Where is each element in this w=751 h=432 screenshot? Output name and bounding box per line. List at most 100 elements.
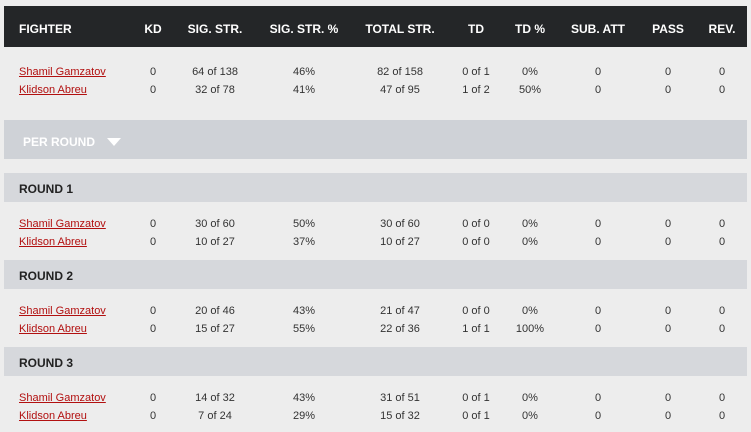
sub-att-value: 0 bbox=[594, 66, 602, 78]
rev-value: 0 bbox=[718, 305, 726, 317]
total-str-value: 82 of 158 bbox=[377, 66, 423, 78]
pass-value: 0 bbox=[664, 323, 672, 335]
pass-value: 0 bbox=[664, 410, 672, 422]
col-header-rev: REV. bbox=[708, 22, 736, 36]
round-header: ROUND 3 bbox=[4, 347, 747, 376]
total-str-value: 30 of 60 bbox=[380, 218, 420, 230]
kd-value: 0 bbox=[149, 218, 157, 230]
pass-value: 0 bbox=[664, 66, 672, 78]
sig-str-value: 7 of 24 bbox=[198, 410, 232, 422]
sig-str-pct-value: 55% bbox=[292, 323, 316, 335]
total-str-value: 22 of 36 bbox=[380, 323, 420, 335]
kd-value: 0 bbox=[149, 236, 157, 248]
round-title: ROUND 1 bbox=[19, 182, 74, 196]
col-header-td-pct: TD % bbox=[515, 22, 545, 36]
col-header-sig-str-pct: SIG. STR. % bbox=[269, 22, 339, 36]
stats-table-header: FIGHTER KD SIG. STR. SIG. STR. % TOTAL S… bbox=[4, 6, 747, 47]
sig-str-value: 20 of 46 bbox=[195, 305, 235, 317]
td-value: 0 of 0 bbox=[462, 305, 490, 317]
round-header: ROUND 1 bbox=[4, 173, 747, 202]
sub-att-value: 0 bbox=[594, 218, 602, 230]
col-header-sub-att: SUB. ATT bbox=[571, 22, 625, 36]
total-str-value: 10 of 27 bbox=[380, 236, 420, 248]
td-pct-value: 100% bbox=[515, 323, 545, 335]
td-pct-value: 0% bbox=[522, 392, 538, 404]
sig-str-pct-value: 29% bbox=[292, 410, 316, 422]
fighter-link[interactable]: Klidson Abreu bbox=[19, 410, 87, 422]
col-header-total-str: TOTAL STR. bbox=[365, 22, 435, 36]
sub-att-value: 0 bbox=[594, 305, 602, 317]
round-header: ROUND 2 bbox=[4, 260, 747, 289]
td-value: 1 of 2 bbox=[462, 84, 490, 96]
fighter-link[interactable]: Klidson Abreu bbox=[19, 84, 87, 96]
col-header-fighter: FIGHTER bbox=[19, 22, 72, 36]
sig-str-pct-value: 43% bbox=[292, 305, 316, 317]
td-pct-value: 50% bbox=[518, 84, 542, 96]
caret-down-icon bbox=[107, 138, 121, 146]
td-value: 0 of 1 bbox=[462, 410, 490, 422]
sig-str-value: 10 of 27 bbox=[195, 236, 235, 248]
sig-str-value: 64 of 138 bbox=[192, 66, 238, 78]
total-str-value: 15 of 32 bbox=[380, 410, 420, 422]
pass-value: 0 bbox=[664, 305, 672, 317]
rev-value: 0 bbox=[718, 218, 726, 230]
sig-str-value: 30 of 60 bbox=[195, 218, 235, 230]
pass-value: 0 bbox=[664, 218, 672, 230]
kd-value: 0 bbox=[149, 305, 157, 317]
col-header-pass: PASS bbox=[652, 22, 684, 36]
sig-str-pct-value: 46% bbox=[292, 66, 316, 78]
pass-value: 0 bbox=[664, 236, 672, 248]
td-pct-value: 0% bbox=[522, 66, 538, 78]
rev-value: 0 bbox=[718, 410, 726, 422]
kd-value: 0 bbox=[149, 323, 157, 335]
fighter-link[interactable]: Klidson Abreu bbox=[19, 236, 87, 248]
td-value: 1 of 1 bbox=[462, 323, 490, 335]
sub-att-value: 0 bbox=[594, 236, 602, 248]
td-value: 0 of 1 bbox=[462, 66, 490, 78]
td-value: 0 of 0 bbox=[462, 218, 490, 230]
col-header-sig-str: SIG. STR. bbox=[187, 22, 243, 36]
fighter-link[interactable]: Shamil Gamzatov bbox=[19, 218, 106, 230]
rev-value: 0 bbox=[718, 392, 726, 404]
kd-value: 0 bbox=[149, 410, 157, 422]
total-str-value: 47 of 95 bbox=[380, 84, 420, 96]
round-title: ROUND 2 bbox=[19, 269, 74, 283]
sub-att-value: 0 bbox=[594, 84, 602, 96]
td-pct-value: 0% bbox=[522, 305, 538, 317]
td-pct-value: 0% bbox=[522, 410, 538, 422]
col-header-td: TD bbox=[468, 22, 484, 36]
sig-str-pct-value: 41% bbox=[292, 84, 316, 96]
sub-att-value: 0 bbox=[594, 410, 602, 422]
kd-value: 0 bbox=[149, 66, 157, 78]
round-title: ROUND 3 bbox=[19, 356, 74, 370]
fighter-link[interactable]: Shamil Gamzatov bbox=[19, 392, 106, 404]
td-pct-value: 0% bbox=[522, 218, 538, 230]
sub-att-value: 0 bbox=[594, 392, 602, 404]
rev-value: 0 bbox=[718, 66, 726, 78]
rev-value: 0 bbox=[718, 323, 726, 335]
fighter-link[interactable]: Klidson Abreu bbox=[19, 323, 87, 335]
col-header-kd: KD bbox=[144, 22, 162, 36]
td-pct-value: 0% bbox=[522, 236, 538, 248]
pass-value: 0 bbox=[664, 392, 672, 404]
sig-str-value: 32 of 78 bbox=[195, 84, 235, 96]
kd-value: 0 bbox=[149, 392, 157, 404]
sig-str-value: 14 of 32 bbox=[195, 392, 235, 404]
rev-value: 0 bbox=[718, 236, 726, 248]
td-value: 0 of 1 bbox=[462, 392, 490, 404]
per-round-label: PER ROUND bbox=[23, 135, 96, 149]
sig-str-pct-value: 37% bbox=[292, 236, 316, 248]
kd-value: 0 bbox=[149, 84, 157, 96]
pass-value: 0 bbox=[664, 84, 672, 96]
sub-att-value: 0 bbox=[594, 323, 602, 335]
rev-value: 0 bbox=[718, 84, 726, 96]
fighter-link[interactable]: Shamil Gamzatov bbox=[19, 66, 106, 78]
sig-str-value: 15 of 27 bbox=[195, 323, 235, 335]
total-str-value: 31 of 51 bbox=[380, 392, 420, 404]
per-round-toggle[interactable]: PER ROUND bbox=[4, 120, 747, 159]
fighter-link[interactable]: Shamil Gamzatov bbox=[19, 305, 106, 317]
sig-str-pct-value: 50% bbox=[292, 218, 316, 230]
sig-str-pct-value: 43% bbox=[292, 392, 316, 404]
td-value: 0 of 0 bbox=[462, 236, 490, 248]
total-str-value: 21 of 47 bbox=[380, 305, 420, 317]
